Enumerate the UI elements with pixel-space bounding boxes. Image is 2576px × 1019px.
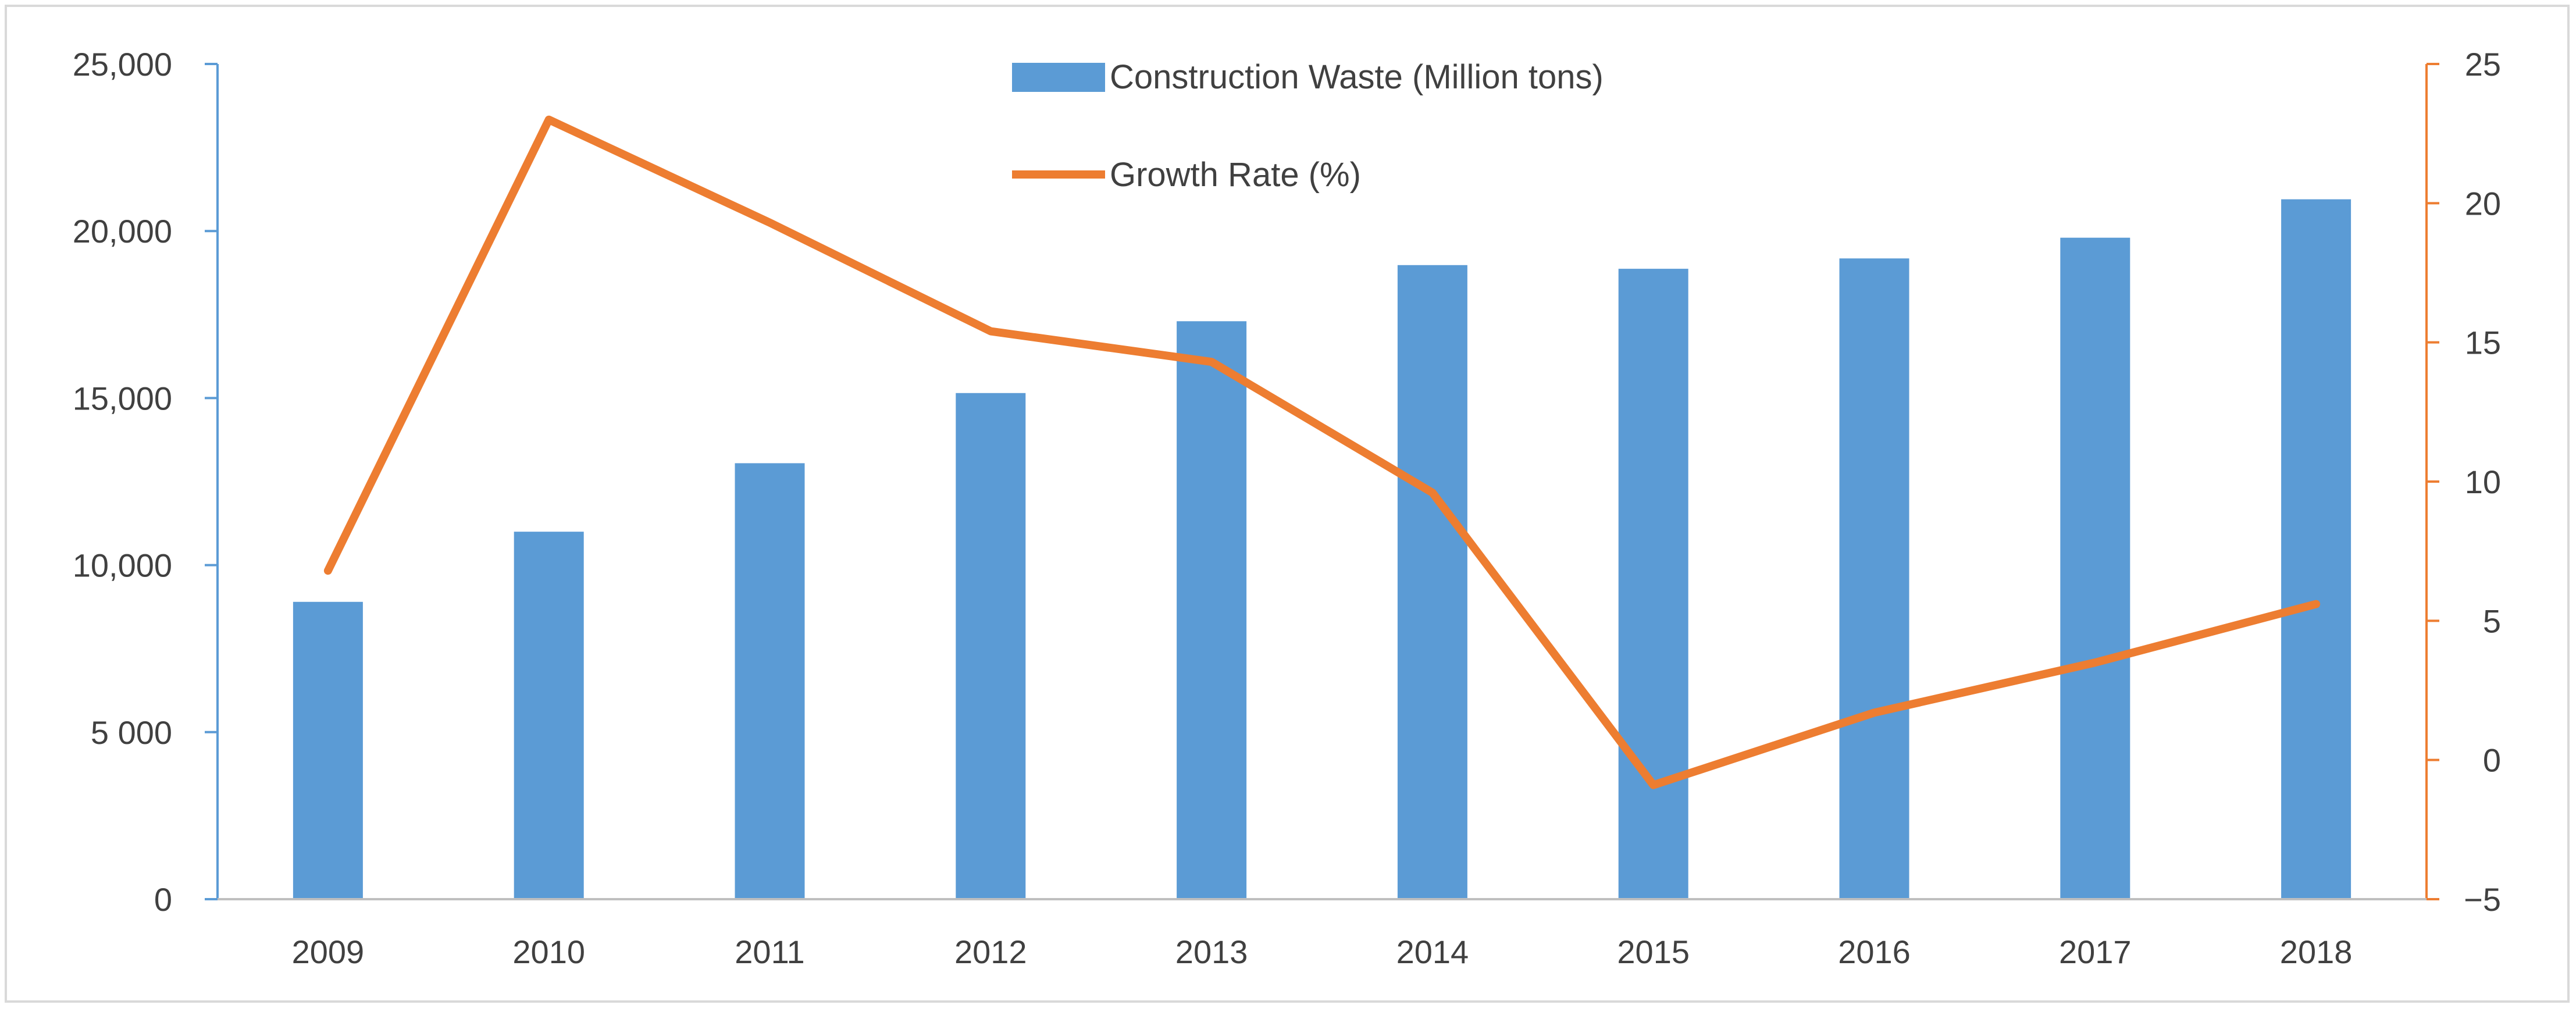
legend: Construction Waste (Million tons) Growth… — [1012, 58, 1604, 194]
y-right-tick-label: 0 — [2483, 742, 2501, 779]
bar-2009 — [293, 601, 363, 899]
y-left-tick-label: 5 000 — [91, 714, 172, 751]
line-layer — [323, 115, 2321, 789]
bars-layer — [293, 199, 2351, 900]
growth-rate-point-2016 — [1873, 712, 1875, 714]
growth-rate-point-2010 — [548, 119, 550, 120]
bar-2018 — [2281, 199, 2351, 900]
y-right-tick-label: −5 — [2464, 881, 2501, 918]
x-tick-label-2017: 2017 — [2059, 934, 2132, 970]
bar-2016 — [1839, 258, 1909, 900]
legend-label-growth-rate: Growth Rate (%) — [1110, 156, 1361, 194]
growth-rate-point-2015 — [1652, 784, 1654, 786]
y-left-tick-label: 0 — [154, 881, 172, 918]
legend-swatch-construction-waste — [1012, 63, 1105, 92]
growth-rate-point-2012 — [990, 330, 992, 332]
y-left-tick-label: 10,000 — [73, 547, 172, 584]
x-tick-label-2018: 2018 — [2280, 934, 2353, 970]
x-tick-label-2012: 2012 — [954, 934, 1027, 970]
x-tick-label-2015: 2015 — [1617, 934, 1690, 970]
y-right-tick-label: 15 — [2465, 325, 2501, 361]
legend-label-construction-waste: Construction Waste (Million tons) — [1110, 58, 1604, 96]
y-right-tick-label: 25 — [2465, 46, 2501, 83]
bar-2014 — [1397, 265, 1467, 899]
growth-rate-point-2017 — [2094, 662, 2096, 664]
x-tick-label-2010: 2010 — [512, 934, 585, 970]
growth-rate-point-2014 — [1431, 492, 1433, 494]
y-right-tick-label: 5 — [2483, 603, 2501, 639]
x-tick-label-2013: 2013 — [1175, 934, 1248, 970]
bar-2017 — [2060, 237, 2130, 899]
growth-rate-line — [323, 115, 2321, 789]
y-left-tick-label: 25,000 — [73, 46, 172, 83]
bar-2010 — [514, 532, 584, 899]
y-right-tick-label: 10 — [2465, 464, 2501, 500]
growth-rate-point-2018 — [2315, 603, 2317, 605]
chart-frame — [5, 5, 2570, 1003]
x-tick-label-2011: 2011 — [735, 934, 804, 970]
growth-rate-point-2009 — [327, 570, 329, 572]
bar-2011 — [735, 463, 805, 899]
growth-rate-point-2013 — [1211, 361, 1213, 363]
bar-2012 — [956, 393, 1026, 899]
x-tick-label-2016: 2016 — [1838, 934, 1911, 970]
y-left-tick-label: 20,000 — [73, 213, 172, 250]
x-tick-label-2009: 2009 — [292, 934, 365, 970]
growth-rate-point-2011 — [769, 222, 771, 223]
x-tick-label-2014: 2014 — [1396, 934, 1469, 970]
y-left-tick-label: 15,000 — [73, 380, 172, 416]
bar-2013 — [1177, 321, 1247, 899]
bar-2015 — [1618, 269, 1688, 900]
axes-layer: 0 5 000 10,000 15,000 20,000 25,000 −5 0 5 10 15 20… — [73, 46, 2501, 970]
y-right-tick-label: 20 — [2465, 185, 2501, 222]
